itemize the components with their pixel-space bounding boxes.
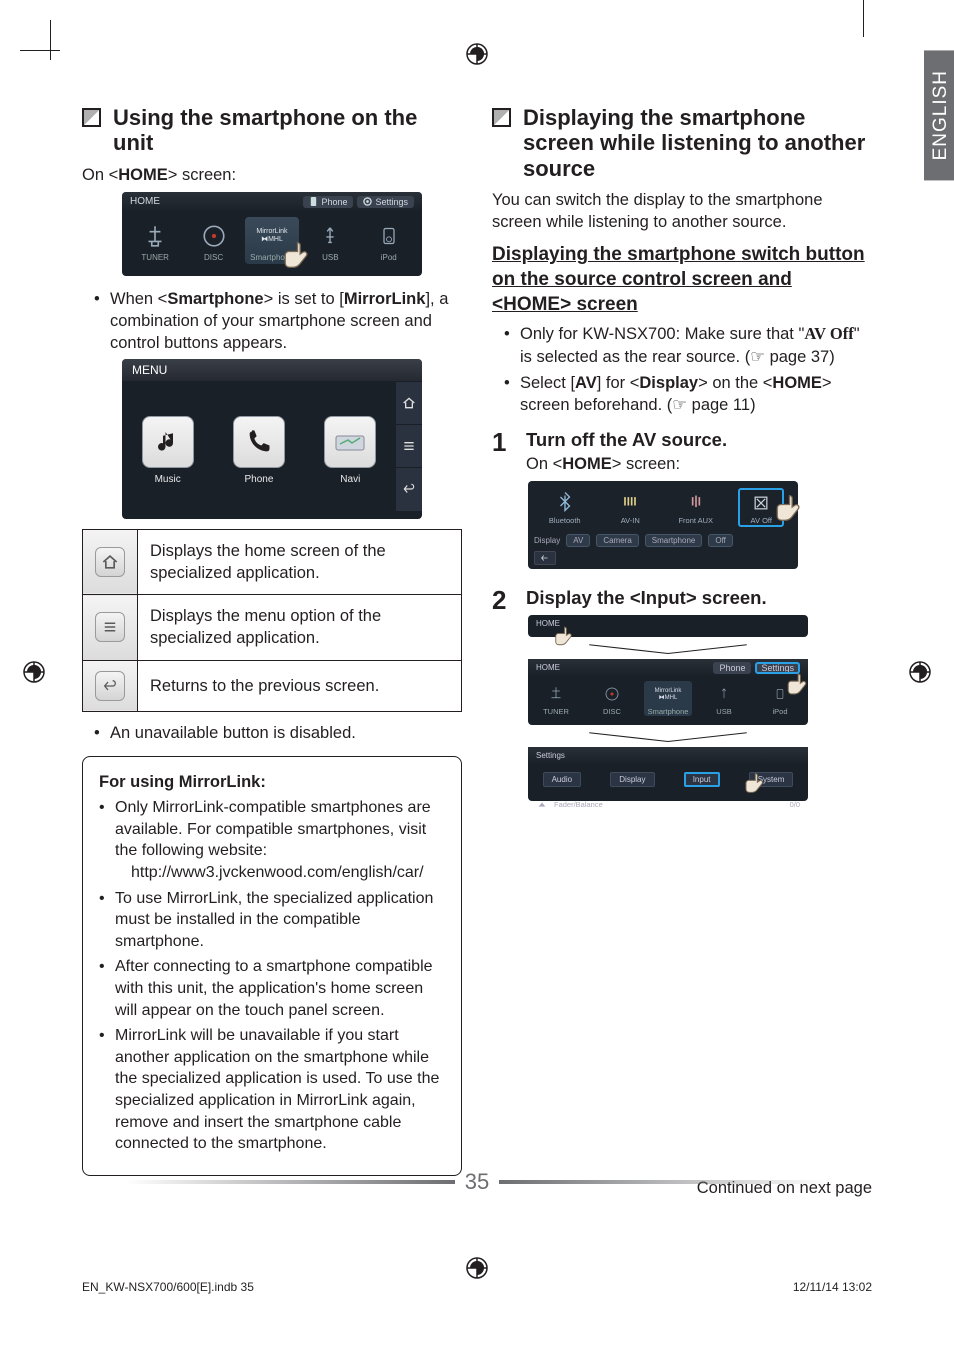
- registration-mark-top: [465, 42, 489, 66]
- chevron-down-icon: [528, 731, 808, 745]
- phone-chip: Phone: [303, 196, 353, 208]
- section-marker-icon: [82, 108, 101, 127]
- bt-tile: Bluetooth: [542, 490, 588, 525]
- menu-title: MENU: [122, 359, 422, 381]
- language-tab: ENGLISH: [924, 50, 954, 180]
- side-back-icon: [396, 467, 422, 510]
- registration-mark-right: [908, 660, 932, 684]
- disc-tile: DISC: [187, 219, 241, 262]
- registration-mark-left: [22, 660, 46, 684]
- table-row-menu-desc: Displays the menu option of the speciali…: [138, 595, 462, 661]
- avoff-screenshot: Bluetooth AV-IN Front AUX AV Off Display…: [528, 481, 798, 569]
- right-subhead: Displaying the smartphone switch button …: [492, 243, 872, 317]
- menu-music-tile: Music: [133, 416, 203, 485]
- pointing-hand-icon: [280, 234, 322, 276]
- pointing-hand-icon: [742, 767, 774, 799]
- frontaux-tile: Front AUX: [673, 490, 719, 525]
- ipod-tile: iPod: [362, 219, 416, 262]
- pointing-hand-icon: [552, 621, 582, 651]
- print-footer: EN_KW-NSX700/600[E].indb 35 12/11/14 13:…: [82, 1280, 872, 1294]
- right-intro: You can switch the display to the smartp…: [492, 189, 872, 234]
- bullet-mirrorlink-combo: • When <Smartphone> is set to [MirrorLin…: [94, 288, 462, 355]
- back-icon: [95, 671, 125, 701]
- bullet-nsx700: • Only for KW-NSX700: Make sure that "AV…: [504, 323, 872, 368]
- table-row-home-desc: Displays the home screen of the speciali…: [138, 529, 462, 595]
- home-label: HOME: [130, 196, 160, 207]
- home-screenshot: HOME Phone Settings TUNER DISC MirrorLin…: [122, 192, 422, 276]
- menu-icon: [95, 612, 125, 642]
- page-number: 35: [82, 1169, 872, 1195]
- pointing-hand-icon: [772, 487, 814, 529]
- menu-phone-tile: Phone: [224, 416, 294, 485]
- home-bar-screenshot: HOME: [528, 615, 808, 637]
- registration-mark-bottom: [465, 1256, 489, 1280]
- phone-chip: Phone: [713, 662, 751, 674]
- on-home-label: On <HOME> screen:: [82, 164, 462, 186]
- side-home-icon: [396, 381, 422, 424]
- home-icon: [95, 547, 125, 577]
- section-marker-icon: [492, 108, 511, 127]
- settings-screenshot: Settings Audio Display Input System Fade…: [528, 747, 808, 801]
- step-1: 1 Turn off the AV source. On <HOME> scre…: [492, 429, 872, 575]
- button-description-table: Displays the home screen of the speciali…: [82, 529, 462, 712]
- section-title-right: Displaying the smartphone screen while l…: [523, 105, 872, 181]
- bullet-unavailable: •An unavailable button is disabled.: [94, 722, 462, 744]
- pointing-hand-icon: [784, 667, 818, 701]
- side-menu-icon: [396, 424, 422, 467]
- back-icon: [534, 551, 556, 565]
- home-screenshot-small: HOME Phone Settings TUNER DISC MirrorLin…: [528, 659, 808, 725]
- menu-screenshot: MENU Music Phone Navi: [122, 359, 422, 519]
- settings-chip: Settings: [357, 196, 414, 208]
- mirrorlink-box-title: For using MirrorLink:: [99, 771, 445, 793]
- tuner-tile: TUNER: [128, 219, 182, 262]
- mirrorlink-info-box: For using MirrorLink: •Only MirrorLink-c…: [82, 756, 462, 1176]
- bullet-select-av: • Select [AV] for <Display> on the <HOME…: [504, 372, 872, 417]
- table-row-back-desc: Returns to the previous screen.: [138, 660, 462, 711]
- menu-navi-tile: Navi: [315, 416, 385, 485]
- avin-tile: AV-IN: [607, 490, 653, 525]
- step-2: 2 Display the <Input> screen. HOME HOME: [492, 587, 872, 807]
- section-title-left: Using the smartphone on the unit: [113, 105, 462, 156]
